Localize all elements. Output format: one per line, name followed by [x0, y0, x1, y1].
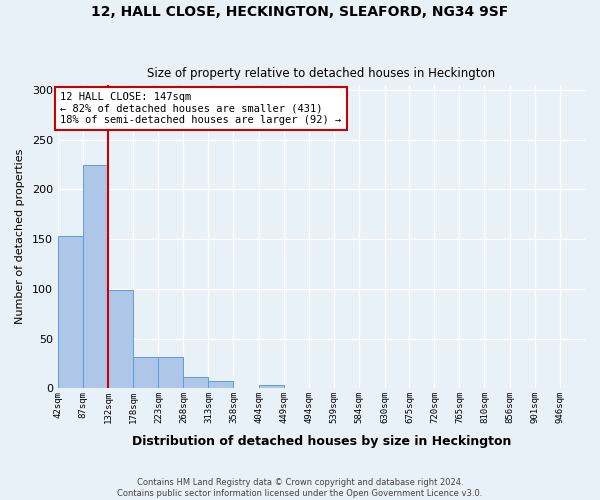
Title: Size of property relative to detached houses in Heckington: Size of property relative to detached ho…: [148, 66, 496, 80]
Text: 12 HALL CLOSE: 147sqm
← 82% of detached houses are smaller (431)
18% of semi-det: 12 HALL CLOSE: 147sqm ← 82% of detached …: [60, 92, 341, 125]
Bar: [259, 386, 284, 388]
Bar: [158, 356, 184, 388]
Bar: [58, 236, 83, 388]
Bar: [108, 290, 133, 388]
Bar: [133, 356, 158, 388]
Text: 12, HALL CLOSE, HECKINGTON, SLEAFORD, NG34 9SF: 12, HALL CLOSE, HECKINGTON, SLEAFORD, NG…: [91, 5, 509, 19]
Bar: [83, 166, 108, 388]
Bar: [208, 382, 233, 388]
Text: Contains HM Land Registry data © Crown copyright and database right 2024.
Contai: Contains HM Land Registry data © Crown c…: [118, 478, 482, 498]
X-axis label: Distribution of detached houses by size in Heckington: Distribution of detached houses by size …: [132, 434, 511, 448]
Y-axis label: Number of detached properties: Number of detached properties: [15, 149, 25, 324]
Bar: [184, 378, 208, 388]
